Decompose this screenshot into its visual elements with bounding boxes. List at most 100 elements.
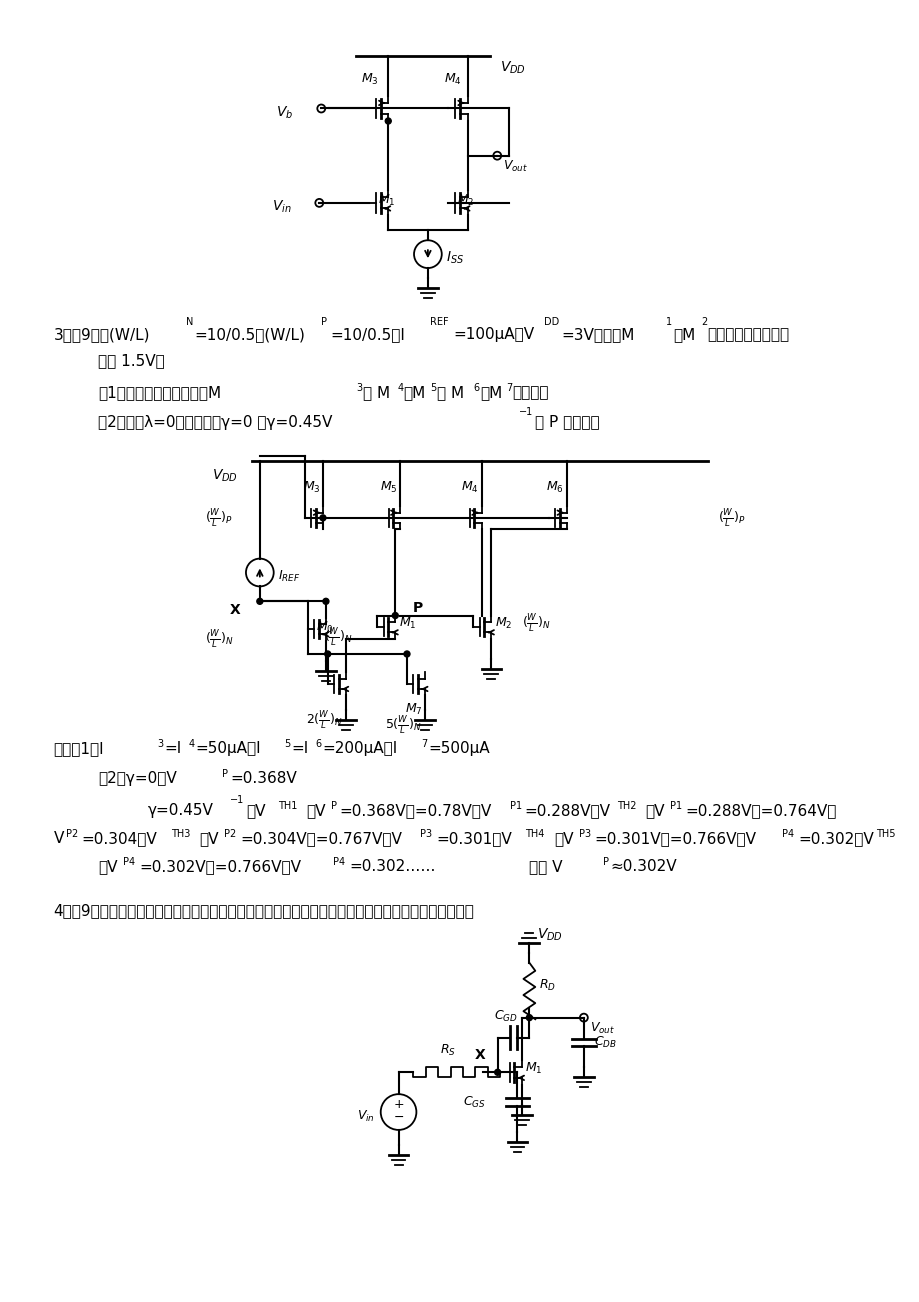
Text: P4: P4	[781, 829, 793, 838]
Text: 4、（9分）画出下图共源极高频模型的小信号等效电路，并利用小信号模型精确推导系统的极点频率。: 4、（9分）画出下图共源极高频模型的小信号等效电路，并利用小信号模型精确推导系统…	[53, 904, 474, 918]
Text: =0.288V；V: =0.288V；V	[524, 803, 609, 818]
Text: 4: 4	[188, 740, 195, 750]
Circle shape	[320, 514, 325, 521]
Text: $V_{DD}$: $V_{DD}$	[211, 467, 238, 483]
Text: =200μA，I: =200μA，I	[322, 741, 397, 756]
Text: （V: （V	[199, 831, 219, 846]
Text: $C_{GD}$: $C_{GD}$	[494, 1009, 517, 1023]
Circle shape	[403, 651, 410, 658]
Text: P: P	[602, 857, 608, 867]
Text: X: X	[229, 603, 240, 617]
Text: 、 M: 、 M	[437, 384, 464, 400]
Text: ：V: ：V	[245, 803, 266, 818]
Text: TH5: TH5	[875, 829, 895, 838]
Text: $(\frac{W}{L})_P$: $(\frac{W}{L})_P$	[717, 506, 744, 529]
Circle shape	[526, 1014, 532, 1021]
Text: 解：（1）I: 解：（1）I	[53, 741, 104, 756]
Text: $(\frac{W}{L})_N$: $(\frac{W}{L})_N$	[323, 626, 352, 648]
Text: $V_{DD}$: $V_{DD}$	[537, 927, 562, 944]
Text: $R_D$: $R_D$	[539, 978, 556, 993]
Text: $C_{GS}$: $C_{GS}$	[462, 1095, 485, 1109]
Text: $M_2$: $M_2$	[494, 616, 512, 630]
Text: REF: REF	[430, 318, 448, 327]
Text: =500μA: =500μA	[428, 741, 490, 756]
Text: =0.368V）=0.78V，V: =0.368V）=0.78V，V	[339, 803, 491, 818]
Text: $V_b$: $V_b$	[276, 104, 293, 121]
Text: P4: P4	[123, 857, 135, 867]
Text: 7: 7	[506, 383, 512, 393]
Text: 5: 5	[284, 740, 290, 750]
Text: ≈0.302V: ≈0.302V	[610, 858, 676, 874]
Text: 时 P 点电位。: 时 P 点电位。	[535, 414, 599, 430]
Circle shape	[324, 651, 330, 658]
Text: P3: P3	[578, 829, 590, 838]
Text: TH4: TH4	[525, 829, 544, 838]
Text: −: −	[393, 1111, 403, 1124]
Text: =3V，加到M: =3V，加到M	[561, 327, 634, 342]
Text: P: P	[321, 318, 327, 327]
Text: DD: DD	[544, 318, 559, 327]
Text: P: P	[413, 600, 423, 615]
Circle shape	[494, 1069, 500, 1075]
Text: 栅极的输入共模电平: 栅极的输入共模电平	[707, 327, 789, 342]
Text: （V: （V	[553, 831, 573, 846]
Text: $M_6$: $M_6$	[546, 480, 563, 495]
Text: P3: P3	[420, 829, 432, 838]
Text: $M_1$: $M_1$	[525, 1061, 542, 1075]
Text: =I: =I	[291, 741, 309, 756]
Text: $2(\frac{W}{L})_N$: $2(\frac{W}{L})_N$	[306, 708, 342, 730]
Text: （V: （V	[98, 858, 118, 874]
Text: 7: 7	[421, 740, 427, 750]
Text: 、M: 、M	[403, 384, 425, 400]
Text: TH3: TH3	[170, 829, 190, 838]
Text: P2: P2	[65, 829, 78, 838]
Text: =50μA，I: =50μA，I	[195, 741, 261, 756]
Text: $(\frac{W}{L})_N$: $(\frac{W}{L})_N$	[522, 612, 550, 634]
Text: $V_{in}$: $V_{in}$	[357, 1108, 374, 1124]
Text: （V: （V	[644, 803, 664, 818]
Circle shape	[385, 118, 391, 124]
Text: =0.304V）=0.767V，V: =0.304V）=0.767V，V	[240, 831, 402, 846]
Text: 、 M: 、 M	[362, 384, 390, 400]
Circle shape	[391, 612, 398, 618]
Text: （1）分别计算流过晶体管M: （1）分别计算流过晶体管M	[98, 384, 221, 400]
Circle shape	[323, 599, 328, 604]
Text: $M_1$: $M_1$	[378, 194, 395, 208]
Text: P1: P1	[509, 801, 521, 811]
Text: P2: P2	[224, 829, 236, 838]
Text: （2）假设λ=0，分别计算γ=0 和γ=0.45V: （2）假设λ=0，分别计算γ=0 和γ=0.45V	[98, 414, 333, 430]
Text: TH2: TH2	[616, 801, 635, 811]
Text: +: +	[392, 1098, 403, 1111]
Circle shape	[256, 599, 263, 604]
Text: （2）γ=0：V: （2）γ=0：V	[98, 771, 176, 786]
Text: =0.288V）=0.764V，: =0.288V）=0.764V，	[685, 803, 835, 818]
Text: 4: 4	[397, 383, 403, 393]
Text: =0.302……: =0.302……	[348, 858, 435, 874]
Text: =I: =I	[165, 741, 182, 756]
Text: =0.301V）=0.766V，V: =0.301V）=0.766V，V	[594, 831, 756, 846]
Text: P: P	[221, 769, 228, 779]
Text: =0.302V）=0.766V，V: =0.302V）=0.766V，V	[139, 858, 301, 874]
Text: $I_{SS}$: $I_{SS}$	[445, 250, 463, 267]
Text: 2: 2	[700, 318, 707, 327]
Text: $5(\frac{W}{L})_N$: $5(\frac{W}{L})_N$	[385, 715, 421, 737]
Text: $R_S$: $R_S$	[439, 1043, 456, 1059]
Text: $V_{DD}$: $V_{DD}$	[499, 60, 525, 77]
Text: 3: 3	[356, 383, 362, 393]
Text: =10/0.5，(W/L): =10/0.5，(W/L)	[194, 327, 305, 342]
Text: =0.304；V: =0.304；V	[82, 831, 157, 846]
Text: =10/0.5，I: =10/0.5，I	[330, 327, 404, 342]
Text: $V_{out}$: $V_{out}$	[503, 159, 528, 173]
Text: $I_{REF}$: $I_{REF}$	[278, 569, 300, 585]
Text: N: N	[186, 318, 193, 327]
Text: X: X	[474, 1048, 485, 1062]
Text: 所以 V: 所以 V	[528, 858, 562, 874]
Text: $M_5$: $M_5$	[380, 480, 397, 495]
Text: TH1: TH1	[278, 801, 297, 811]
Text: $M_7$: $M_7$	[405, 702, 423, 717]
Text: P4: P4	[333, 857, 345, 867]
Text: −1: −1	[519, 406, 533, 417]
Text: 3: 3	[157, 740, 164, 750]
Text: 3、（9分）(W/L): 3、（9分）(W/L)	[53, 327, 150, 342]
Text: V: V	[53, 831, 64, 846]
